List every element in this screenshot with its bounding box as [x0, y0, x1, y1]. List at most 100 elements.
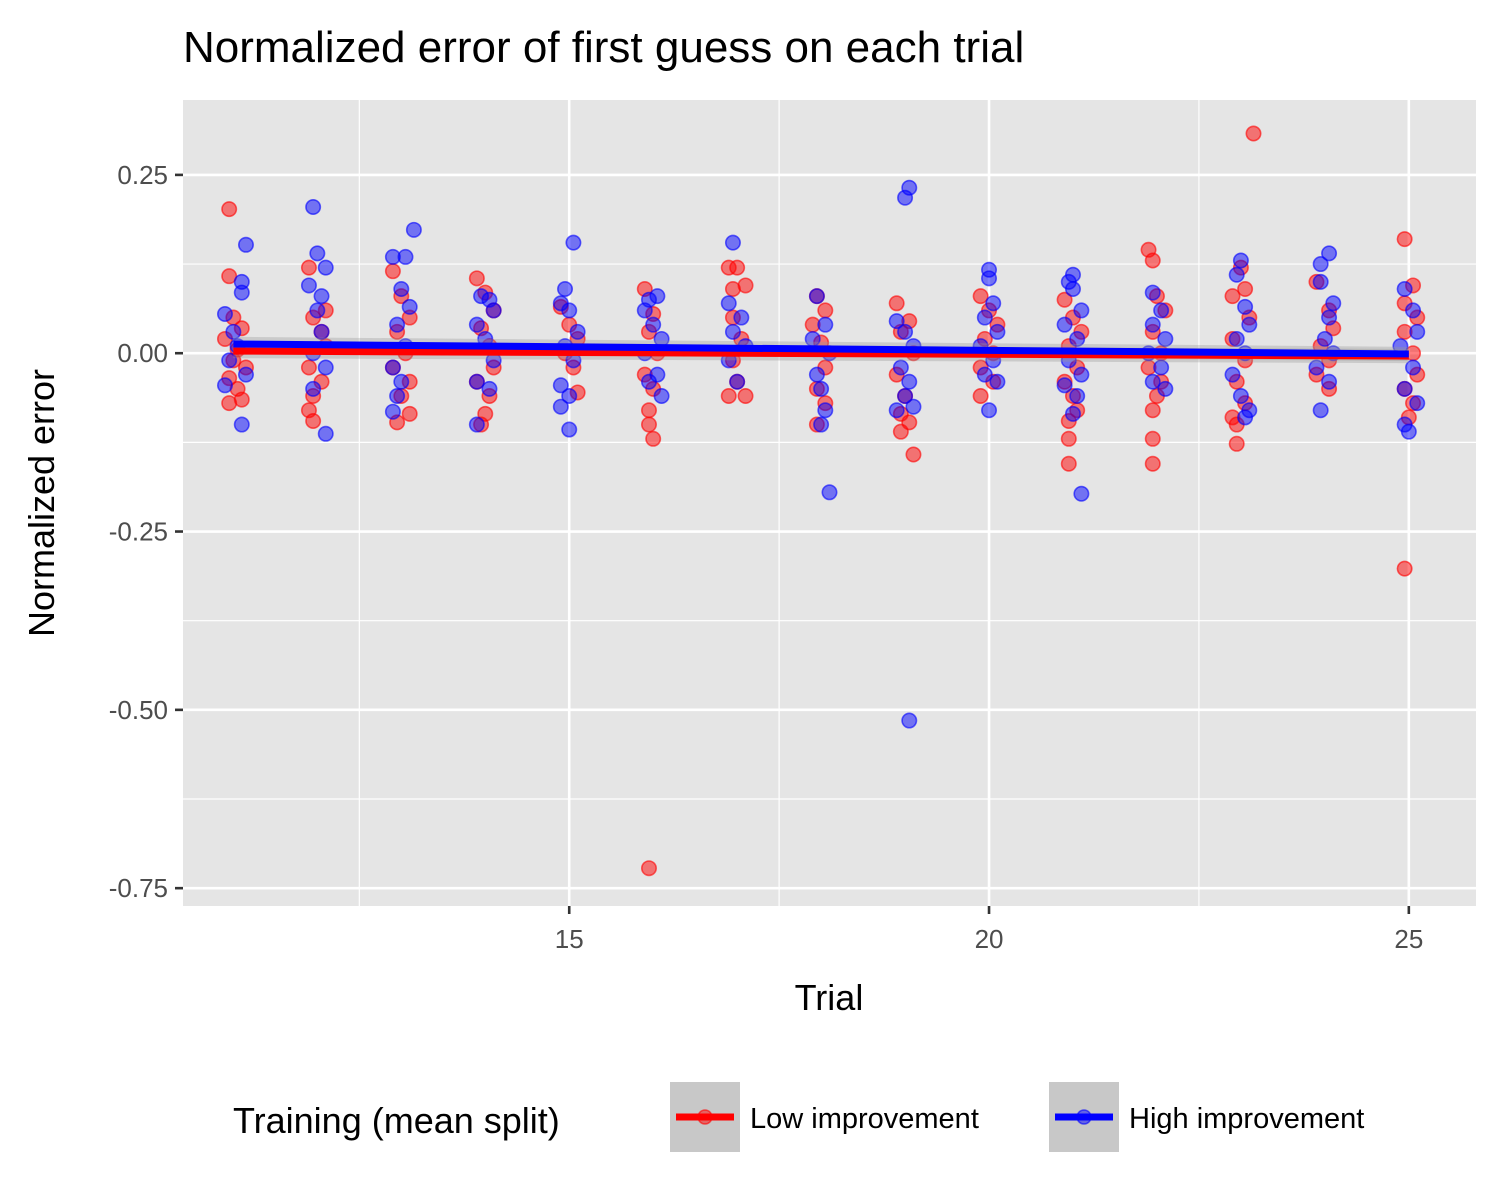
- data-point-high-improvement: [640, 373, 657, 390]
- data-point-low-improvement: [972, 388, 989, 405]
- data-point-high-improvement: [1312, 402, 1329, 419]
- data-point-high-improvement: [1409, 395, 1426, 412]
- x-tick-label: 15: [555, 924, 584, 954]
- data-point-low-improvement: [1228, 435, 1245, 452]
- data-point-high-improvement: [897, 323, 914, 340]
- data-point-high-improvement: [233, 416, 250, 433]
- data-point-high-improvement: [821, 484, 838, 501]
- data-point-high-improvement: [1400, 423, 1417, 440]
- data-point-low-improvement: [905, 446, 922, 463]
- y-tick-label: -0.50: [109, 695, 168, 725]
- data-point-high-improvement: [561, 421, 578, 438]
- data-point-high-improvement: [1064, 281, 1081, 298]
- data-point-low-improvement: [640, 416, 657, 433]
- data-point-high-improvement: [393, 373, 410, 390]
- legend-label-low-improvement: Low improvement: [750, 1103, 979, 1135]
- x-tick-label: 25: [1394, 924, 1423, 954]
- data-point-high-improvement: [808, 288, 825, 305]
- data-point-low-improvement: [737, 277, 754, 294]
- data-point-high-improvement: [481, 380, 498, 397]
- data-point-low-improvement: [645, 430, 662, 447]
- data-point-high-improvement: [552, 398, 569, 415]
- data-point-high-improvement: [389, 316, 406, 333]
- data-point-high-improvement: [1321, 373, 1338, 390]
- data-point-high-improvement: [317, 359, 334, 376]
- data-point-high-improvement: [397, 248, 414, 265]
- data-point-high-improvement: [1405, 302, 1422, 319]
- data-point-high-improvement: [221, 352, 238, 369]
- data-point-low-improvement: [729, 259, 746, 276]
- data-point-high-improvement: [817, 402, 834, 419]
- data-point-low-improvement: [1056, 291, 1073, 308]
- data-point-high-improvement: [237, 366, 254, 383]
- data-point-high-improvement: [888, 313, 905, 330]
- data-point-high-improvement: [1073, 366, 1090, 383]
- data-point-high-improvement: [981, 270, 998, 287]
- data-point-high-improvement: [733, 309, 750, 326]
- data-point-high-improvement: [1153, 302, 1170, 319]
- data-point-high-improvement: [401, 298, 418, 315]
- x-axis-title: Trial: [795, 977, 864, 1018]
- data-point-high-improvement: [1325, 295, 1342, 312]
- data-point-high-improvement: [1321, 245, 1338, 262]
- data-point-high-improvement: [1232, 388, 1249, 405]
- data-point-high-improvement: [313, 323, 330, 340]
- data-point-high-improvement: [1144, 284, 1161, 301]
- data-point-high-improvement: [233, 284, 250, 301]
- data-point-high-improvement: [897, 189, 914, 206]
- data-point-high-improvement: [1056, 316, 1073, 333]
- data-point-high-improvement: [653, 388, 670, 405]
- x-axis: 15 20 25: [555, 906, 1423, 954]
- data-point-high-improvement: [384, 403, 401, 420]
- trend-line-high-improvement: [233, 340, 1409, 358]
- data-point-high-improvement: [405, 221, 422, 238]
- data-point-high-improvement: [1228, 266, 1245, 283]
- data-point-high-improvement: [888, 402, 905, 419]
- data-point-high-improvement: [216, 305, 233, 322]
- legend-item-high-improvement: High improvement: [1049, 1082, 1364, 1152]
- data-point-low-improvement: [305, 412, 322, 429]
- y-tick-label: 0.25: [117, 160, 168, 190]
- data-point-high-improvement: [817, 316, 834, 333]
- data-point-low-improvement: [720, 388, 737, 405]
- x-tick-label: 20: [975, 924, 1004, 954]
- data-point-high-improvement: [1073, 302, 1090, 319]
- data-point-high-improvement: [1241, 316, 1258, 333]
- data-point-low-improvement: [1060, 430, 1077, 447]
- data-point-high-improvement: [724, 323, 741, 340]
- data-point-high-improvement: [645, 316, 662, 333]
- data-point-high-improvement: [813, 380, 830, 397]
- data-point-high-improvement: [981, 402, 998, 419]
- data-point-high-improvement: [1308, 359, 1325, 376]
- data-point-high-improvement: [1144, 316, 1161, 333]
- data-point-high-improvement: [985, 295, 1002, 312]
- data-point-high-improvement: [1405, 359, 1422, 376]
- minor-gridlines: [183, 100, 1476, 906]
- data-point-high-improvement: [317, 425, 334, 442]
- data-point-high-improvement: [901, 712, 918, 729]
- data-point-low-improvement: [817, 302, 834, 319]
- data-point-high-improvement: [892, 359, 909, 376]
- data-point-high-improvement: [808, 366, 825, 383]
- data-point-high-improvement: [1069, 388, 1086, 405]
- data-point-high-improvement: [468, 373, 485, 390]
- chart-title: Normalized error of first guess on each …: [183, 23, 1024, 72]
- data-point-high-improvement: [1409, 323, 1426, 340]
- data-point-low-improvement: [221, 201, 238, 218]
- y-tick-label: -0.25: [109, 517, 168, 547]
- data-point-high-improvement: [897, 388, 914, 405]
- data-point-high-improvement: [305, 198, 322, 215]
- data-point-low-improvement: [737, 388, 754, 405]
- data-point-low-improvement: [888, 295, 905, 312]
- data-point-high-improvement: [1228, 330, 1245, 347]
- data-point-low-improvement: [640, 860, 657, 877]
- data-point-high-improvement: [1153, 359, 1170, 376]
- data-point-low-improvement: [221, 395, 238, 412]
- data-point-high-improvement: [1069, 330, 1086, 347]
- data-point-high-improvement: [317, 259, 334, 276]
- data-point-low-improvement: [1144, 252, 1161, 269]
- data-point-high-improvement: [1224, 366, 1241, 383]
- data-point-low-improvement: [300, 359, 317, 376]
- data-point-high-improvement: [1237, 298, 1254, 315]
- data-point-high-improvement: [1321, 309, 1338, 326]
